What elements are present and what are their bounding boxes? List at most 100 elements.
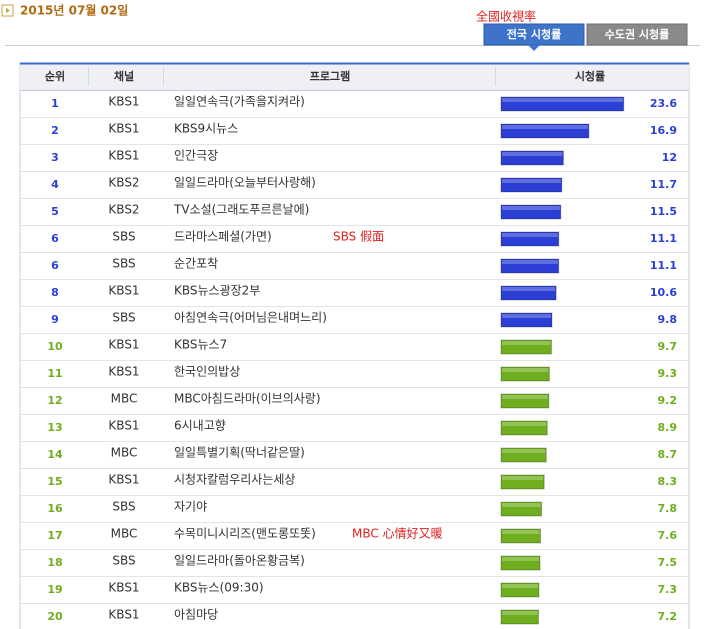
rating: 9.3 (658, 367, 678, 380)
channel: SBS (112, 554, 135, 568)
rating-bar-shine (502, 314, 551, 318)
rating-bar (500, 339, 552, 355)
tab-label[interactable]: 수도권 시청률 (605, 27, 670, 41)
rank: 16 (47, 502, 63, 515)
rating: 7.8 (658, 502, 678, 515)
channel: KBS1 (108, 581, 139, 595)
rating: 9.7 (658, 340, 678, 353)
rank: 10 (47, 340, 63, 353)
program: 순간포착 (174, 257, 218, 271)
rating: 10.6 (650, 286, 677, 299)
program: 한국인의밥상 (174, 365, 240, 379)
rating-bar (500, 258, 560, 274)
program: 인간극장 (174, 149, 218, 163)
channel: MBC (111, 527, 138, 541)
rank: 8 (51, 286, 59, 299)
channel: KBS1 (108, 149, 139, 163)
rating-bar-shine (502, 179, 561, 183)
rating-bar (500, 393, 550, 409)
rating-bar-shine (502, 260, 558, 264)
channel: KBS1 (108, 419, 139, 433)
rating-bar (500, 474, 545, 490)
channel: KBS1 (108, 284, 139, 298)
rating-bar-shine (502, 206, 560, 210)
rank: 6 (51, 232, 59, 245)
rating: 11.1 (650, 259, 677, 272)
channel: KBS1 (108, 365, 139, 379)
program: 6시내고향 (174, 419, 226, 433)
rating-bar (500, 555, 541, 571)
rank: 20 (47, 610, 63, 623)
rating-bar-shine (502, 395, 548, 399)
channel: MBC (111, 446, 138, 460)
rating: 16.9 (650, 124, 677, 137)
date: 2015년 07월 02일 (20, 3, 128, 18)
rank: 6 (51, 259, 59, 272)
rating-bar (500, 312, 553, 328)
rank: 17 (47, 529, 62, 542)
rating: 8.3 (658, 475, 678, 488)
rating-bar-shine (502, 98, 623, 102)
tab-label[interactable]: 전국 시청률 (507, 27, 561, 41)
rating-bar (500, 231, 560, 247)
rating-bar-shine (502, 584, 538, 588)
rating-bar-shine (502, 233, 558, 237)
program: 일일특별기획(딱너같은딸) (174, 446, 305, 460)
channel: KBS1 (108, 122, 139, 136)
rating-bar (500, 528, 542, 544)
rating-bar-shine (502, 530, 540, 534)
program: KBS뉴스광장2부 (174, 284, 260, 298)
rating: 23.6 (650, 97, 677, 110)
column-header: 채널 (114, 69, 134, 83)
note: MBC 心情好又暖 (352, 527, 443, 541)
rating-bar-shine (502, 476, 544, 480)
channel: KBS2 (108, 176, 139, 190)
rank: 12 (47, 394, 62, 407)
rating-bar (500, 177, 563, 193)
rating-bar-shine (502, 422, 547, 426)
rating: 12 (662, 151, 677, 164)
program: 드라마스페셜(가면) (174, 230, 272, 244)
table-header (20, 63, 689, 90)
program: MBC아침드라마(이브의사랑) (174, 392, 321, 406)
channel: SBS (112, 500, 135, 514)
rating: 11.5 (650, 205, 677, 218)
rating: 7.3 (658, 583, 678, 596)
channel: KBS1 (108, 95, 139, 109)
rating: 8.7 (658, 448, 678, 461)
channel: SBS (112, 257, 135, 271)
program: 일일연속극(가족을지켜라) (174, 95, 305, 109)
tab[interactable] (586, 23, 688, 46)
tab-pointer (528, 45, 540, 51)
rating-bar-shine (502, 287, 556, 291)
rating-bar (500, 204, 562, 220)
col-separators (88, 68, 496, 86)
program: 수목미니시리즈(맨도롱또똣) (174, 527, 316, 541)
rank: 2 (51, 124, 59, 137)
program: 아침마당 (174, 608, 218, 622)
program: 자기야 (174, 500, 207, 514)
rank: 13 (47, 421, 62, 434)
rank: 19 (47, 583, 62, 596)
column-header: 프로그램 (310, 69, 350, 83)
rank: 18 (47, 556, 62, 569)
rank: 14 (47, 448, 63, 461)
annotation: 全國收視率 (476, 9, 536, 24)
rating-bar (500, 96, 625, 112)
rating-bar (500, 123, 590, 139)
rating-bar-shine (502, 557, 539, 561)
rank: 15 (47, 475, 62, 488)
rating-bar (500, 609, 539, 625)
rating-bar (500, 501, 543, 517)
rating: 11.1 (650, 232, 677, 245)
channel: KBS1 (108, 338, 139, 352)
rating-bar (500, 366, 550, 382)
channel: SBS (112, 230, 135, 244)
rank: 11 (47, 367, 62, 380)
rank: 4 (51, 178, 59, 191)
channel: SBS (112, 311, 135, 325)
program: TV소설(그래도푸르른날에) (173, 203, 309, 217)
program: KBS뉴스(09:30) (174, 581, 264, 595)
program: KBS뉴스7 (174, 338, 227, 352)
rating-bar-shine (502, 125, 588, 129)
